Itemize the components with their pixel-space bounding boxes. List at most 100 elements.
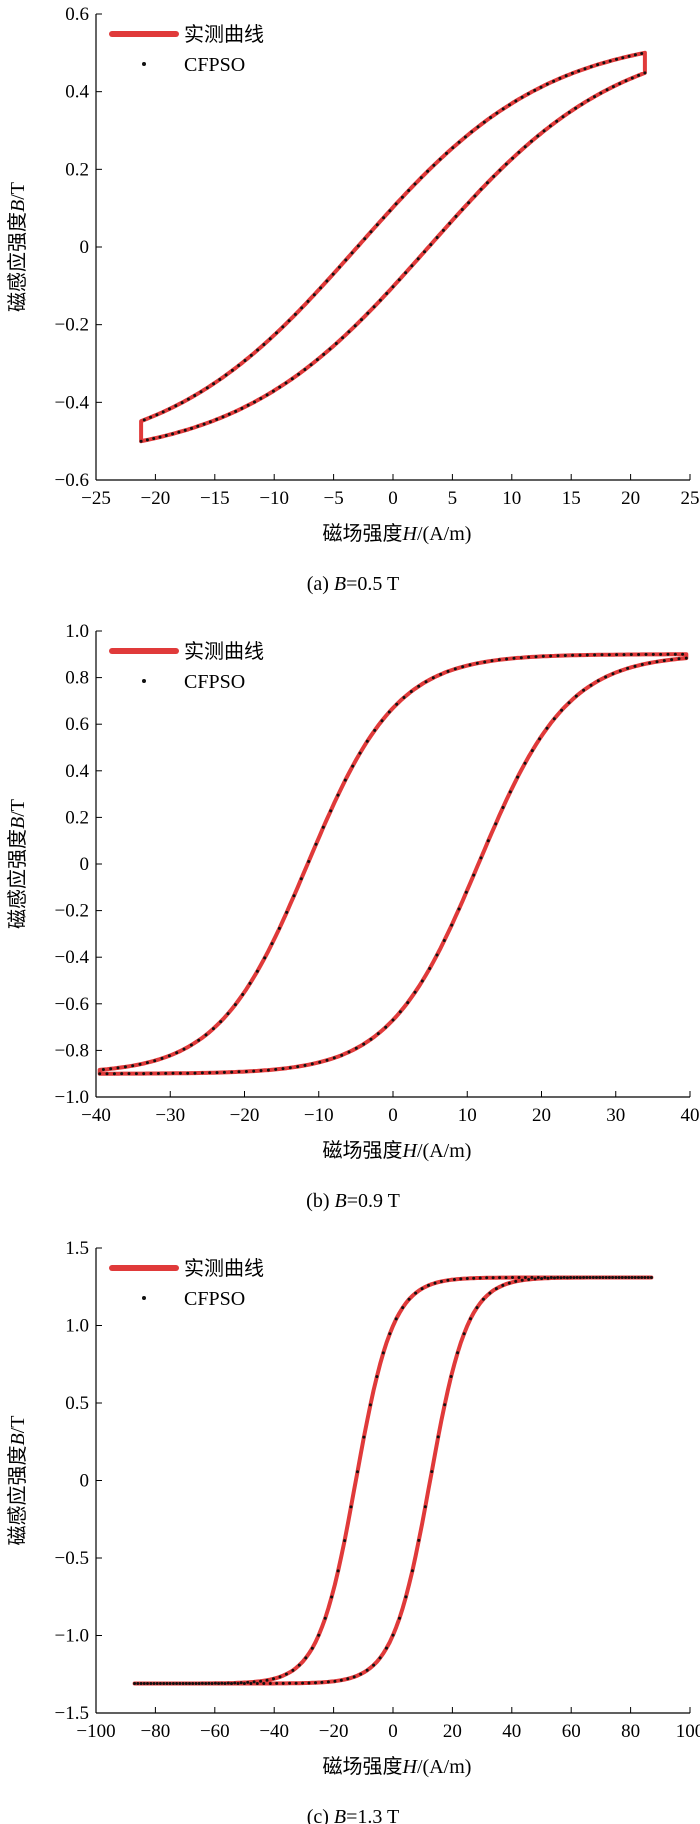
cfpso-point <box>536 1276 540 1279</box>
y-axis-title-var: B <box>7 1433 29 1445</box>
cfpso-point <box>249 1682 253 1685</box>
cfpso-point <box>168 407 171 411</box>
cfpso-point <box>618 669 622 673</box>
cfpso-point <box>520 95 524 99</box>
x-axis-title-unit: /(A/m) <box>417 1756 471 1778</box>
cfpso-point <box>492 174 496 178</box>
cfpso-point <box>400 195 404 199</box>
y-axis-title-main: 磁感应强度 <box>6 829 29 929</box>
x-tick-label: −20 <box>230 1105 260 1126</box>
cfpso-point <box>448 221 452 225</box>
y-axis-title: 磁感应强度B/T <box>6 1416 29 1546</box>
cfpso-point <box>578 653 582 657</box>
cfpso-point <box>309 363 313 367</box>
cfpso-point <box>630 1276 634 1279</box>
measured-curve <box>97 652 689 1076</box>
cfpso-point <box>626 666 630 670</box>
cfpso-point <box>366 311 370 315</box>
y-tick-label: −0.6 <box>55 994 89 1015</box>
cfpso-point <box>304 1656 308 1660</box>
cfpso-point <box>303 368 307 371</box>
cfpso-point <box>604 675 608 679</box>
cfpso-point <box>322 352 326 356</box>
cfpso-point <box>319 286 323 290</box>
cfpso-point <box>413 182 417 186</box>
cfpso-point <box>556 1276 560 1279</box>
cfpso-point <box>684 656 688 660</box>
x-tick-label: 0 <box>388 488 398 509</box>
cfpso-point <box>363 237 367 241</box>
caption-var: B <box>334 1806 346 1824</box>
cfpso-point <box>272 1677 275 1681</box>
cfpso-point <box>98 1072 102 1076</box>
cfpso-point <box>470 130 474 134</box>
y-tick-label: 1.0 <box>65 621 89 642</box>
cfpso-point <box>589 683 593 687</box>
cfpso-point <box>527 655 531 659</box>
cfpso-point <box>485 181 489 185</box>
cfpso-point <box>188 1682 191 1685</box>
cfpso-point <box>197 1038 201 1042</box>
cfpso-point <box>184 1682 188 1685</box>
cfpso-point <box>423 250 426 254</box>
cfpso-point <box>504 1276 508 1280</box>
x-tick-label: −15 <box>200 488 230 509</box>
cfpso-point <box>553 1276 556 1280</box>
cfpso-point <box>142 1072 146 1076</box>
cfpso-point <box>219 1020 223 1024</box>
cfpso-point <box>586 98 590 102</box>
cfpso-point <box>365 1668 369 1672</box>
cfpso-point <box>556 654 560 658</box>
cfpso-point <box>149 415 153 419</box>
cfpso-point <box>215 1071 219 1075</box>
cfpso-point <box>511 156 515 160</box>
cfpso-point <box>401 1306 405 1310</box>
cfpso-point <box>300 306 304 310</box>
cfpso-point <box>291 1668 295 1672</box>
cfpso-point <box>464 890 468 894</box>
cfpso-point <box>479 187 483 191</box>
cfpso-point <box>432 163 436 167</box>
x-tick-label: 10 <box>458 1105 477 1126</box>
cfpso-point <box>175 1682 179 1685</box>
cfpso-point <box>208 1071 212 1075</box>
cfpso-point <box>627 1276 631 1279</box>
cfpso-point <box>343 778 347 782</box>
cfpso-point <box>333 1679 337 1683</box>
cfpso-point <box>646 1276 650 1279</box>
x-tick-label: −20 <box>319 1721 349 1742</box>
cfpso-point <box>539 85 543 89</box>
cfpso-point <box>495 111 499 115</box>
cfpso-point <box>526 92 530 96</box>
cfpso-point <box>139 1682 143 1685</box>
cfpso-point <box>549 654 553 658</box>
cfpso-point <box>350 251 354 255</box>
cfpso-point <box>677 657 681 661</box>
cfpso-point <box>501 107 505 111</box>
cfpso-point <box>290 377 294 381</box>
cfpso-point <box>571 653 575 657</box>
y-tick-label: 0 <box>80 237 90 258</box>
cfpso-point <box>174 404 178 408</box>
cfpso-point <box>409 690 413 693</box>
cfpso-point <box>604 1276 608 1279</box>
y-tick-label: −0.2 <box>55 901 89 922</box>
cfpso-point <box>223 1682 227 1685</box>
cfpso-point <box>489 116 493 119</box>
cfpso-point <box>145 438 149 442</box>
cfpso-point <box>398 1616 401 1620</box>
cfpso-point <box>552 717 556 721</box>
cfpso-point <box>561 115 565 119</box>
cfpso-point <box>246 1680 250 1684</box>
cfpso-point <box>233 1681 237 1685</box>
cfpso-point <box>541 654 545 658</box>
y-axis-title: 磁感应强度B/T <box>6 799 29 929</box>
x-tick-label: 100 <box>676 1721 700 1742</box>
cfpso-point <box>262 1682 266 1685</box>
cfpso-point <box>262 343 266 346</box>
cfpso-point <box>268 337 272 341</box>
cfpso-point <box>457 907 461 911</box>
cfpso-point <box>294 1681 298 1685</box>
cfpso-point <box>360 318 363 322</box>
cfpso-point <box>244 1070 248 1073</box>
